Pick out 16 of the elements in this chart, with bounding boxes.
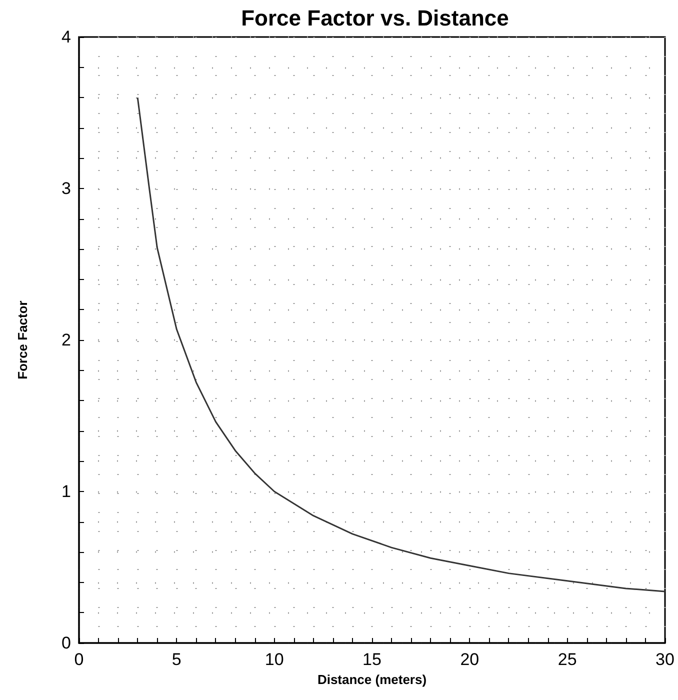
x-axis-title: Distance (meters) <box>317 672 427 687</box>
x-tick-label: 20 <box>460 650 480 669</box>
y-tick-label: 3 <box>62 179 71 198</box>
y-tick-label: 2 <box>62 330 71 350</box>
x-tick-label: 30 <box>656 650 674 669</box>
x-tick-label: 10 <box>264 650 284 669</box>
y-tick-label: 4 <box>62 28 71 46</box>
y-tick-label: 1 <box>62 482 71 501</box>
chart-title: Force Factor vs. Distance <box>241 6 509 30</box>
x-tick-label: 15 <box>362 650 382 669</box>
line-series <box>136 96 666 592</box>
x-tick-label: 0 <box>74 650 84 669</box>
x-tick-label: 5 <box>172 650 182 669</box>
y-axis-title: Force Factor <box>15 300 30 380</box>
x-tick-label: 25 <box>558 650 577 669</box>
y-tick-label: 0 <box>62 634 71 652</box>
